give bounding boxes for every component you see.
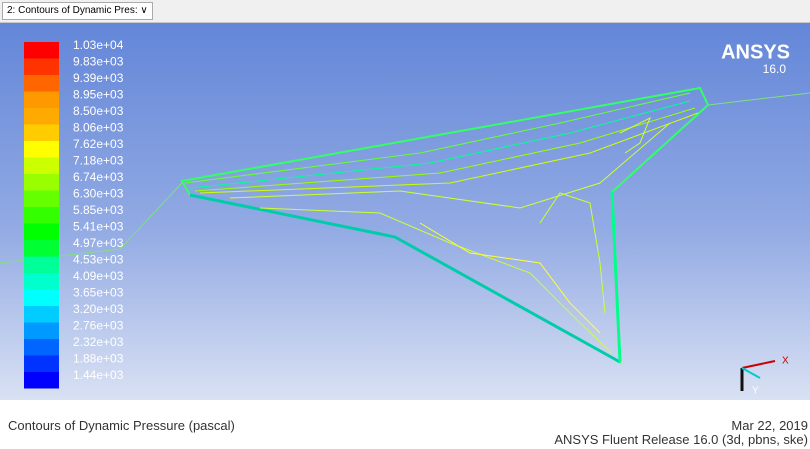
contour — [229, 122, 671, 209]
axis-triad: X Y — [740, 356, 789, 397]
trailing-edge — [189, 193, 621, 364]
legend-label: 7.62e+03 — [73, 137, 124, 151]
legend-swatch — [24, 240, 59, 257]
contour — [259, 207, 613, 354]
tab-title: 2: Contours of Dynamic Pres: — [7, 5, 138, 16]
legend-label: 7.18e+03 — [73, 154, 124, 168]
legend-label: 9.83e+03 — [73, 55, 124, 69]
graphics-view: ANSYS 16.0 X — [0, 23, 810, 400]
legend-swatch — [24, 322, 59, 339]
contour — [189, 100, 691, 189]
legend-label: 2.76e+03 — [73, 319, 124, 333]
tab[interactable]: 2: Contours of Dynamic Pres: ∨ — [2, 2, 153, 20]
contour — [184, 92, 691, 184]
legend-label: 1.44e+03 — [73, 368, 124, 382]
legend: 1.03e+04 9.83e+03 9.39e+03 8.95e+03 8.50e+03… — [24, 38, 124, 389]
release: ANSYS Fluent Release 16.0 (3d, pbns, ske… — [554, 432, 808, 447]
footer: Contours of Dynamic Pressure (pascal) Ma… — [0, 400, 810, 449]
date: Mar 22, 2019 — [731, 418, 808, 433]
legend-label: 1.03e+04 — [73, 38, 124, 52]
tab-bar: 2: Contours of Dynamic Pres: ∨ — [0, 0, 810, 23]
legend-label: 4.97e+03 — [73, 236, 124, 250]
legend-swatch — [24, 372, 59, 389]
fin-edge — [610, 191, 622, 363]
legend-label: 5.85e+03 — [73, 203, 124, 217]
legend-label: 5.41e+03 — [73, 220, 124, 234]
contour-plot — [0, 86, 810, 364]
legend-swatch — [24, 91, 59, 108]
viewport: ANSYS 16.0 X — [0, 38, 810, 397]
legend-swatch — [24, 58, 59, 75]
legend-swatch — [24, 355, 59, 372]
legend-label: 8.06e+03 — [73, 121, 124, 135]
svg-text:Y: Y — [752, 386, 759, 397]
legend-swatch — [24, 256, 59, 273]
contour — [419, 222, 601, 334]
legend-label: 8.50e+03 — [73, 104, 124, 118]
legend-swatch — [24, 273, 59, 290]
legend-label: 8.95e+03 — [73, 88, 124, 102]
legend-label: 2.32e+03 — [73, 335, 124, 349]
logo-version: 16.0 — [763, 62, 787, 76]
legend-swatch — [24, 141, 59, 158]
legend-label: 3.65e+03 — [73, 286, 124, 300]
legend-swatch — [24, 75, 59, 92]
legend-label: 6.74e+03 — [73, 170, 124, 184]
contour — [619, 116, 651, 154]
contour — [539, 192, 606, 314]
wing-outline — [180, 86, 710, 364]
legend-swatch — [24, 42, 59, 59]
svg-text:X: X — [782, 356, 789, 367]
legend-swatch — [24, 108, 59, 125]
legend-swatch — [24, 223, 59, 240]
legend-label: 6.30e+03 — [73, 187, 124, 201]
legend-label: 9.39e+03 — [73, 71, 124, 85]
logo: ANSYS — [721, 41, 790, 63]
legend-label: 3.20e+03 — [73, 302, 124, 316]
caption: Contours of Dynamic Pressure (pascal) — [8, 418, 235, 433]
contour — [194, 107, 696, 192]
symmetry-line — [707, 92, 810, 106]
legend-swatch — [24, 207, 59, 224]
legend-label: 4.09e+03 — [73, 269, 124, 283]
legend-swatch — [24, 339, 59, 356]
legend-label: 1.88e+03 — [73, 352, 124, 366]
legend-swatch — [24, 157, 59, 174]
legend-label: 4.53e+03 — [73, 253, 124, 267]
legend-swatch — [24, 190, 59, 207]
legend-swatch — [24, 124, 59, 141]
legend-swatch — [24, 174, 59, 191]
legend-swatch — [24, 306, 59, 323]
legend-swatch — [24, 289, 59, 306]
